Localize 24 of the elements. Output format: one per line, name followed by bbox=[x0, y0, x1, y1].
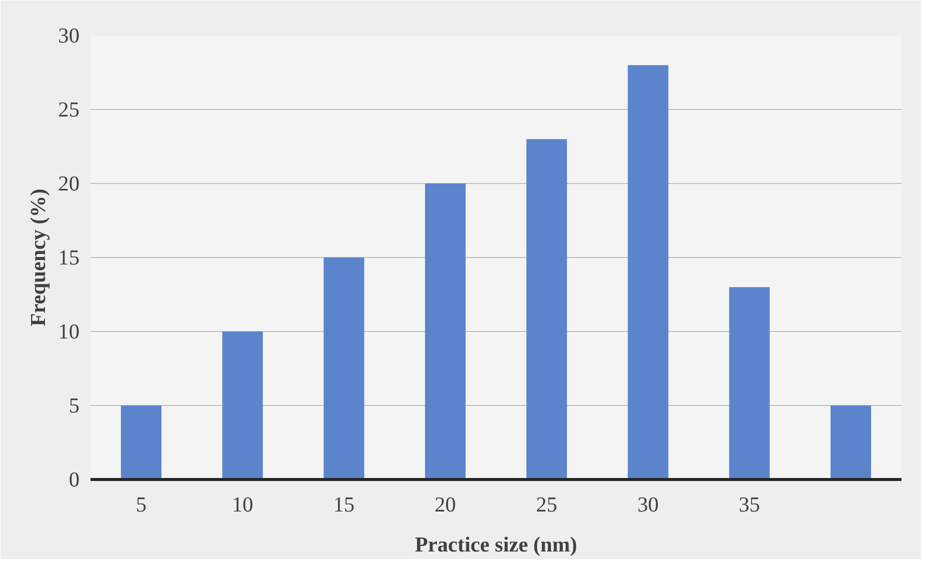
y-tick-label: 15 bbox=[58, 246, 80, 270]
bar bbox=[120, 406, 162, 480]
x-tick-label: 10 bbox=[232, 492, 254, 516]
bar bbox=[425, 184, 466, 480]
bar bbox=[526, 139, 567, 480]
y-tick-label: 30 bbox=[58, 24, 80, 48]
y-axis-title: Frequency (%) bbox=[26, 188, 50, 326]
x-tick-label: 25 bbox=[536, 492, 558, 516]
bar bbox=[729, 287, 770, 480]
x-tick-label: 30 bbox=[637, 492, 659, 516]
bar bbox=[324, 258, 364, 480]
x-axis-title: Practice size (nm) bbox=[414, 532, 578, 556]
y-tick-label: 10 bbox=[58, 320, 80, 344]
x-tick-label: 20 bbox=[434, 492, 456, 516]
x-tick-label: 5 bbox=[136, 492, 147, 516]
bar bbox=[628, 65, 668, 480]
y-tick-label: 5 bbox=[68, 394, 80, 418]
y-tick-label: 0 bbox=[68, 468, 80, 492]
y-tick-label: 20 bbox=[58, 172, 80, 196]
x-tick-label: 15 bbox=[333, 492, 355, 516]
y-tick-label: 25 bbox=[58, 98, 80, 122]
x-tick-label: 35 bbox=[738, 492, 760, 516]
bar bbox=[830, 406, 872, 480]
bar bbox=[222, 332, 263, 480]
